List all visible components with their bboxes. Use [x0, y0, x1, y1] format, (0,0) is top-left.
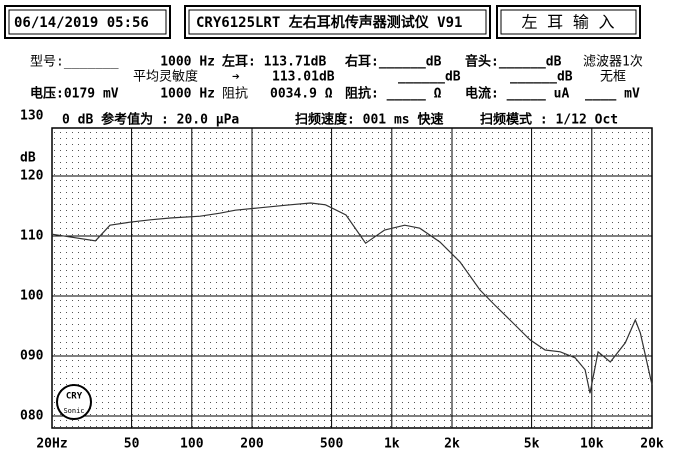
channel: 左 耳 输 入 [522, 13, 615, 32]
x-tick-label: 20k [640, 437, 664, 452]
x-tick-label: 20Hz [36, 437, 67, 452]
info: 阻抗 [222, 87, 248, 102]
instrument: CRY6125LRT 左右耳机传声器测试仪 V91 [196, 14, 462, 31]
header-box [496, 5, 641, 39]
info: 电压:0179 mV [30, 86, 119, 102]
y-tick-label: 120 [20, 169, 44, 184]
x-tick-label: 5k [524, 437, 540, 452]
logo: CRY Sonic [56, 384, 92, 420]
plot-area [51, 127, 653, 429]
info: 平均灵敏度 [133, 69, 198, 85]
y-tick-label: 110 [20, 229, 44, 244]
y-axis-label: dB [20, 151, 36, 166]
info: ____ mV [585, 87, 640, 102]
y-tick-label: 080 [20, 409, 44, 424]
info: 滤波器1次 [583, 54, 643, 70]
info: 左耳: 113.71dB [222, 54, 326, 70]
x-tick-label: 200 [240, 437, 264, 452]
x-tick-label: 500 [320, 437, 344, 452]
info: ______dB [510, 70, 573, 85]
header-box [8, 9, 167, 35]
reference: 0 dB 参考值为 : 20.0 μPa [62, 112, 239, 128]
info: 音头:______dB [465, 54, 562, 70]
x-tick-label: 10k [580, 437, 604, 452]
header-box [500, 9, 637, 35]
x-tick-label: 100 [180, 437, 204, 452]
y-tick-label: 100 [20, 289, 44, 304]
info: 1000 Hz [160, 87, 215, 102]
header-box [188, 9, 487, 35]
y-tick-label: 130 [20, 109, 44, 124]
info: 右耳:______dB [344, 54, 442, 70]
logo-ring [56, 384, 92, 420]
header-box [4, 5, 171, 39]
y-tick-label: 090 [20, 349, 44, 364]
response-curve [51, 202, 653, 394]
logo-text: CRY [66, 392, 83, 402]
datetime: 06/14/2019 05:56 [14, 15, 149, 31]
info: 电流: _____ uA [465, 86, 569, 102]
sweep-speed: 扫频速度: 001 ms 快速 [295, 112, 443, 128]
x-tick-label: 1k [384, 437, 400, 452]
info: ➔ [232, 70, 240, 85]
info: 无框 [600, 70, 626, 85]
header-box [184, 5, 491, 39]
x-tick-label: 50 [124, 437, 140, 452]
info: ______dB [398, 70, 461, 85]
info: 型号:_______ [30, 55, 119, 70]
logo-text: Sonic [63, 407, 84, 415]
info: 1000 Hz [160, 55, 215, 70]
x-tick-label: 2k [444, 437, 460, 452]
sweep-mode: 扫频模式 : 1/12 Oct [480, 112, 618, 128]
info: 113.01dB [272, 70, 335, 85]
info: 阻抗: _____ Ω [345, 86, 442, 102]
info: 0034.9 Ω [270, 87, 333, 102]
